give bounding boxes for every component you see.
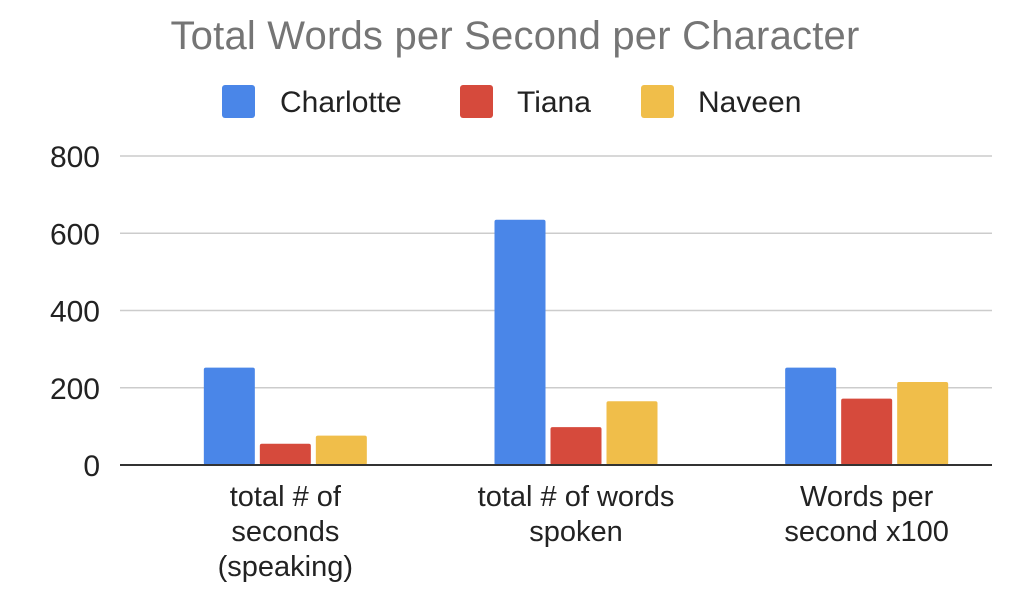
legend-swatch-naveen xyxy=(641,85,674,118)
legend-label-tiana: Tiana xyxy=(517,86,591,119)
y-tick-label-200: 200 xyxy=(50,373,100,406)
bar-naveen-1 xyxy=(315,435,367,465)
x-tick-label-1: total # of seconds (speaking) xyxy=(218,481,353,583)
bar-charlotte-2 xyxy=(494,219,546,465)
legend-item-tiana: Tiana xyxy=(460,85,591,119)
gridlines xyxy=(120,155,992,389)
bar-charlotte-3 xyxy=(785,367,837,465)
bars xyxy=(203,219,949,465)
y-tick-label-800: 800 xyxy=(50,141,100,174)
y-tick-label-400: 400 xyxy=(50,296,100,329)
bar-tiana-3 xyxy=(841,398,893,465)
y-tick-label-600: 600 xyxy=(50,218,100,251)
legend-label-naveen: Naveen xyxy=(698,86,801,119)
bar-tiana-2 xyxy=(550,427,602,465)
legend-swatch-charlotte xyxy=(222,85,255,118)
x-tick-label-3: Words per second x100 xyxy=(784,481,948,548)
legend-item-naveen: Naveen xyxy=(641,85,801,119)
legend-label-charlotte: Charlotte xyxy=(280,86,402,119)
bar-naveen-2 xyxy=(606,401,658,465)
bar-tiana-1 xyxy=(259,443,311,465)
axes: 0 200 400 600 800 total # of seconds (speaking)… xyxy=(50,141,992,583)
bar-naveen-3 xyxy=(897,381,949,465)
legend-swatch-tiana xyxy=(460,85,493,118)
x-tick-label-2: total # of words spoken xyxy=(478,481,675,548)
legend: Charlotte Tiana Naveen xyxy=(222,85,801,119)
legend-item-charlotte: Charlotte xyxy=(222,85,402,119)
chart-title: Total Words per Second per Character xyxy=(170,14,860,58)
bar-charlotte-1 xyxy=(203,367,255,465)
y-tick-label-0: 0 xyxy=(83,450,100,483)
